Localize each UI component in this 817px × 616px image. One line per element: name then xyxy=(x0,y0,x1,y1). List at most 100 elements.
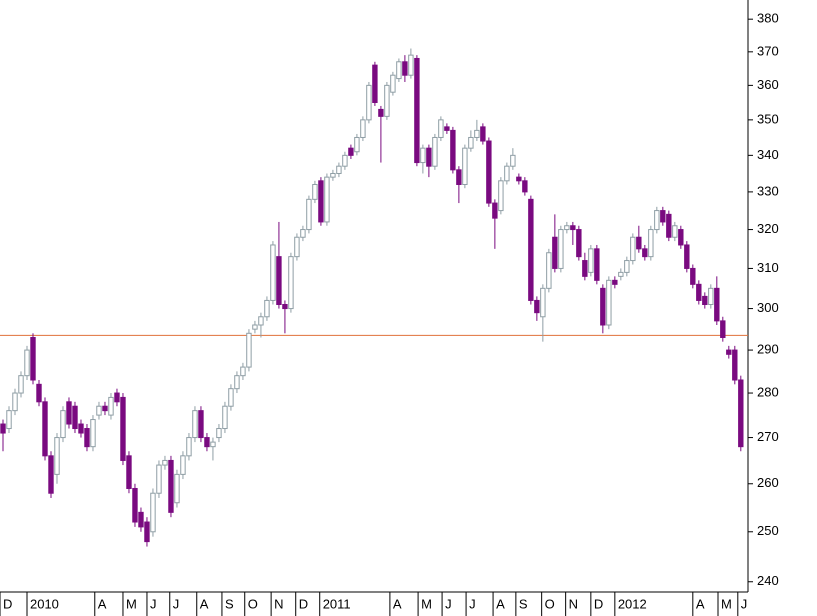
candle-body xyxy=(624,260,630,273)
candle-body xyxy=(228,388,234,407)
candle-body xyxy=(30,336,36,381)
y-tick-label: 300 xyxy=(757,300,779,315)
candle-body xyxy=(36,383,42,403)
y-tick-label: 350 xyxy=(757,111,779,126)
candle-body xyxy=(594,248,600,281)
candle-body xyxy=(156,464,162,494)
x-tick-label: A xyxy=(496,596,505,611)
candle-body xyxy=(720,320,726,338)
candle-body xyxy=(0,423,6,434)
candle-body xyxy=(630,236,636,262)
candle-body xyxy=(414,57,420,164)
candle-body xyxy=(384,84,390,117)
candle-body xyxy=(264,299,270,318)
x-tick-label: A xyxy=(98,596,107,611)
candle-body xyxy=(144,521,150,543)
candle-body xyxy=(612,279,618,285)
candle-body xyxy=(150,492,156,533)
x-tick-label: D xyxy=(594,596,603,611)
candle-body xyxy=(54,437,60,475)
candle-body xyxy=(420,147,426,164)
candle-body xyxy=(444,126,450,131)
candle-body xyxy=(258,316,264,326)
candle-body xyxy=(588,248,594,273)
candle-body xyxy=(378,108,384,117)
candle-body xyxy=(372,64,378,103)
x-tick-label: J xyxy=(741,596,748,611)
candle-body xyxy=(282,304,288,310)
candle-body xyxy=(684,244,690,269)
x-tick-label: A xyxy=(393,596,402,611)
candle-body xyxy=(246,332,252,368)
x-tick-label: 2011 xyxy=(323,596,351,611)
candle-body xyxy=(162,459,168,466)
candle-body xyxy=(66,401,72,425)
candle-body xyxy=(390,74,396,93)
x-tick-label: 2010 xyxy=(30,596,59,611)
candle-body xyxy=(306,198,312,231)
candle-body xyxy=(678,229,684,246)
candle-body xyxy=(546,252,552,289)
candle-body xyxy=(714,287,720,322)
candle-body xyxy=(552,236,558,269)
candle-body xyxy=(396,61,402,80)
candle-body xyxy=(60,410,66,439)
candle-body xyxy=(252,324,258,330)
candle-body xyxy=(522,180,528,193)
candle-body xyxy=(582,260,588,277)
candle-body xyxy=(138,511,144,528)
candle-body xyxy=(468,136,474,149)
y-tick-label: 270 xyxy=(757,429,779,444)
candle-body xyxy=(132,487,138,523)
x-tick-label: N xyxy=(274,596,283,611)
candle-body xyxy=(114,392,120,403)
y-tick-label: 340 xyxy=(757,147,779,162)
candle-body xyxy=(696,283,702,301)
candle-body xyxy=(48,455,54,494)
x-tick-label: J xyxy=(445,596,452,611)
candle-body xyxy=(312,183,318,200)
candle-body xyxy=(600,287,606,326)
x-tick-label: A xyxy=(696,596,705,611)
candle-body xyxy=(462,147,468,185)
candle-body xyxy=(504,165,510,182)
candle-body xyxy=(666,213,672,238)
candle-body xyxy=(342,154,348,167)
candle-body xyxy=(192,410,198,439)
candle-body xyxy=(42,401,48,457)
candle-body xyxy=(576,229,582,258)
y-tick-label: 320 xyxy=(757,221,779,236)
candle-body xyxy=(672,225,678,238)
candle-body xyxy=(336,165,342,174)
candle-body xyxy=(618,271,624,277)
candle-body xyxy=(366,84,372,121)
candle-body xyxy=(198,410,204,439)
y-tick-label: 260 xyxy=(757,475,779,490)
candle-body xyxy=(108,396,114,416)
candle-body xyxy=(528,198,534,301)
candle-body xyxy=(648,229,654,258)
candle-body xyxy=(426,147,432,167)
x-tick-label: J xyxy=(469,596,476,611)
candle-body xyxy=(540,287,546,318)
candle-body xyxy=(480,126,486,142)
candle-body xyxy=(534,299,540,314)
candle-body xyxy=(348,147,354,156)
y-tick-label: 290 xyxy=(757,342,779,357)
candle-body xyxy=(438,119,444,138)
candle-body xyxy=(6,410,12,430)
x-tick-label: M xyxy=(421,596,432,611)
x-tick-label: S xyxy=(519,596,528,611)
candle-body xyxy=(642,248,648,258)
candle-body xyxy=(492,202,498,219)
candle-body xyxy=(78,423,84,434)
x-tick-label: M xyxy=(721,596,732,611)
candle-body xyxy=(324,176,330,223)
candle-body xyxy=(732,349,738,381)
y-tick-label: 280 xyxy=(757,384,779,399)
candle-body xyxy=(450,129,456,171)
candle-body xyxy=(294,236,300,258)
candle-body xyxy=(24,349,30,377)
